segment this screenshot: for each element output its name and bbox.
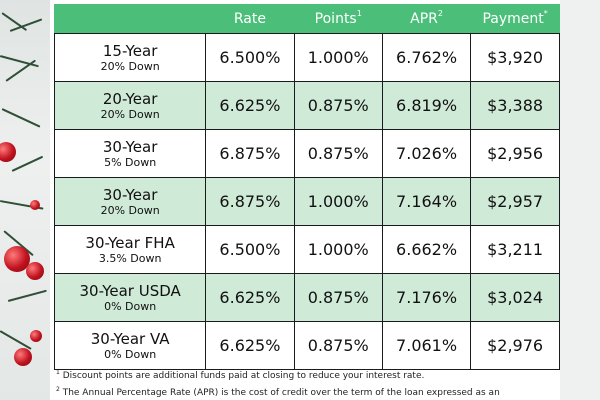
rate-cell: 6.625% (205, 321, 295, 370)
loan-term-cell: 30-Year VA 0% Down (53, 321, 207, 370)
loan-term-cell: 30-Year USDA 0% Down (53, 273, 207, 322)
payment-cell: $3,024 (470, 273, 560, 322)
rate-cell: 6.625% (205, 273, 295, 322)
berry-icon (0, 142, 16, 162)
header-term (53, 4, 207, 34)
pine-berry-decoration (0, 0, 56, 400)
table-row: 30-Year 20% Down 6.875% 1.000% 7.164% $2,… (53, 177, 560, 226)
header-payment: Payment* (470, 4, 560, 34)
points-cell: 0.875% (293, 129, 383, 178)
apr-cell: 6.762% (381, 33, 472, 82)
apr-cell: 7.164% (381, 177, 472, 226)
apr-cell: 6.819% (381, 81, 472, 130)
footnote-2: 2 The Annual Percentage Rate (APR) is th… (56, 386, 500, 398)
loan-term-cell: 20-Year 20% Down (53, 81, 207, 130)
berry-icon (30, 200, 40, 210)
apr-cell: 7.176% (381, 273, 472, 322)
table-row: 30-Year FHA 3.5% Down 6.500% 1.000% 6.662… (53, 225, 560, 274)
berry-icon (14, 348, 32, 366)
points-cell: 0.875% (293, 321, 383, 370)
header-rate: Rate (205, 4, 295, 34)
table-row: 20-Year 20% Down 6.625% 0.875% 6.819% $3,… (53, 81, 560, 130)
payment-cell: $3,388 (470, 81, 560, 130)
table-row: 15-Year 20% Down 6.500% 1.000% 6.762% $3,… (53, 33, 560, 82)
points-cell: 1.000% (293, 225, 383, 274)
apr-cell: 7.061% (381, 321, 472, 370)
table-row: 30-Year USDA 0% Down 6.625% 0.875% 7.176%… (53, 273, 560, 322)
header-points: Points1 (293, 4, 383, 34)
loan-term-cell: 30-Year 20% Down (53, 177, 207, 226)
rate-cell: 6.500% (205, 33, 295, 82)
payment-cell: $2,956 (470, 129, 560, 178)
points-cell: 1.000% (293, 33, 383, 82)
background-panel (558, 0, 600, 400)
loan-term-cell: 15-Year 20% Down (53, 33, 207, 82)
payment-cell: $3,211 (470, 225, 560, 274)
rate-cell: 6.500% (205, 225, 295, 274)
points-cell: 0.875% (293, 273, 383, 322)
rate-cell: 6.875% (205, 177, 295, 226)
apr-cell: 7.026% (381, 129, 472, 178)
payment-cell: $2,976 (470, 321, 560, 370)
loan-term-cell: 30-Year FHA 3.5% Down (53, 225, 207, 274)
payment-cell: $3,920 (470, 33, 560, 82)
berry-icon (4, 246, 30, 272)
loan-term-cell: 30-Year 5% Down (53, 129, 207, 178)
table-row: 30-Year VA 0% Down 6.625% 0.875% 7.061% $… (53, 321, 560, 370)
table-header-row: Rate Points1 APR2 Payment* (53, 4, 560, 34)
rates-table: Rate Points1 APR2 Payment* 15-Year 20% Do… (53, 4, 560, 370)
berry-icon (26, 262, 44, 280)
header-apr: APR2 (381, 4, 472, 34)
payment-cell: $2,957 (470, 177, 560, 226)
rates-card: Rate Points1 APR2 Payment* 15-Year 20% Do… (50, 0, 560, 400)
table-row: 30-Year 5% Down 6.875% 0.875% 7.026% $2,9… (53, 129, 560, 178)
apr-cell: 6.662% (381, 225, 472, 274)
rate-cell: 6.875% (205, 129, 295, 178)
points-cell: 0.875% (293, 81, 383, 130)
footnote-1: 1 Discount points are additional funds p… (56, 369, 425, 381)
berry-icon (30, 330, 42, 342)
points-cell: 1.000% (293, 177, 383, 226)
rate-cell: 6.625% (205, 81, 295, 130)
